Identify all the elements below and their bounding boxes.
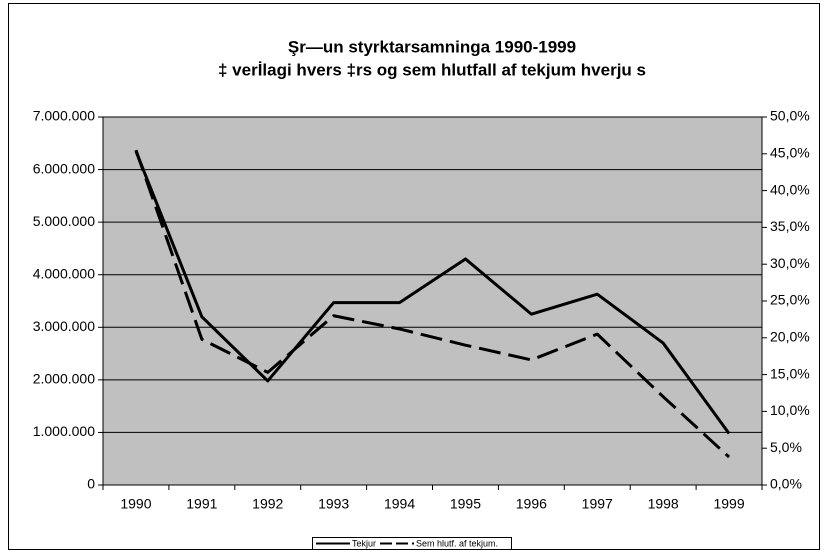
y2-tick-label: 10,0% [770, 402, 810, 418]
y2-tick-label: 50,0% [770, 108, 810, 124]
x-tick-label: 1992 [252, 496, 283, 512]
x-tick-label: 1998 [648, 496, 679, 512]
y2-tick-label: 20,0% [770, 329, 810, 345]
series-line [134, 150, 731, 435]
x-tick-label: 1990 [120, 496, 151, 512]
y-tick-label: 2.000.000 [33, 371, 95, 387]
y2-tick-label: 45,0% [770, 145, 810, 161]
y-tick-label: 1.000.000 [33, 423, 95, 439]
x-tick-label: 1993 [318, 496, 349, 512]
x-tick-label: 1991 [186, 496, 217, 512]
y-tick-label: 4.000.000 [33, 265, 95, 281]
y-tick-label: 0 [87, 476, 95, 492]
y2-tick-label: 25,0% [770, 292, 810, 308]
x-tick-label: 1999 [713, 496, 744, 512]
y2-tick-label: 35,0% [770, 218, 810, 234]
x-tick-label: 1994 [384, 496, 415, 512]
x-tick-label: 1996 [516, 496, 547, 512]
y2-tick-label: 40,0% [770, 181, 810, 197]
y-tick-label: 3.000.000 [33, 318, 95, 334]
plot-area [102, 116, 763, 486]
x-tick-label: 1995 [450, 496, 481, 512]
legend-label: Tekjur [352, 538, 376, 548]
y2-tick-label: 5,0% [770, 439, 802, 455]
chart-title: Şr—un styrktarsamninga 1990-1999 [288, 37, 576, 56]
series-line [134, 149, 731, 459]
chart-subtitle: ‡ verİlagi hvers ‡rs og sem hlutfall af … [218, 60, 646, 79]
y2-tick-label: 30,0% [770, 255, 810, 271]
y-tick-label: 7.000.000 [33, 108, 95, 124]
y2-tick-label: 0,0% [770, 476, 802, 492]
y-tick-label: 5.000.000 [33, 213, 95, 229]
legend-label: Sem hlutf. af tekjum. [416, 538, 498, 548]
y-tick-label: 6.000.000 [33, 160, 95, 176]
x-tick-label: 1997 [582, 496, 613, 512]
y2-tick-label: 15,0% [770, 365, 810, 381]
